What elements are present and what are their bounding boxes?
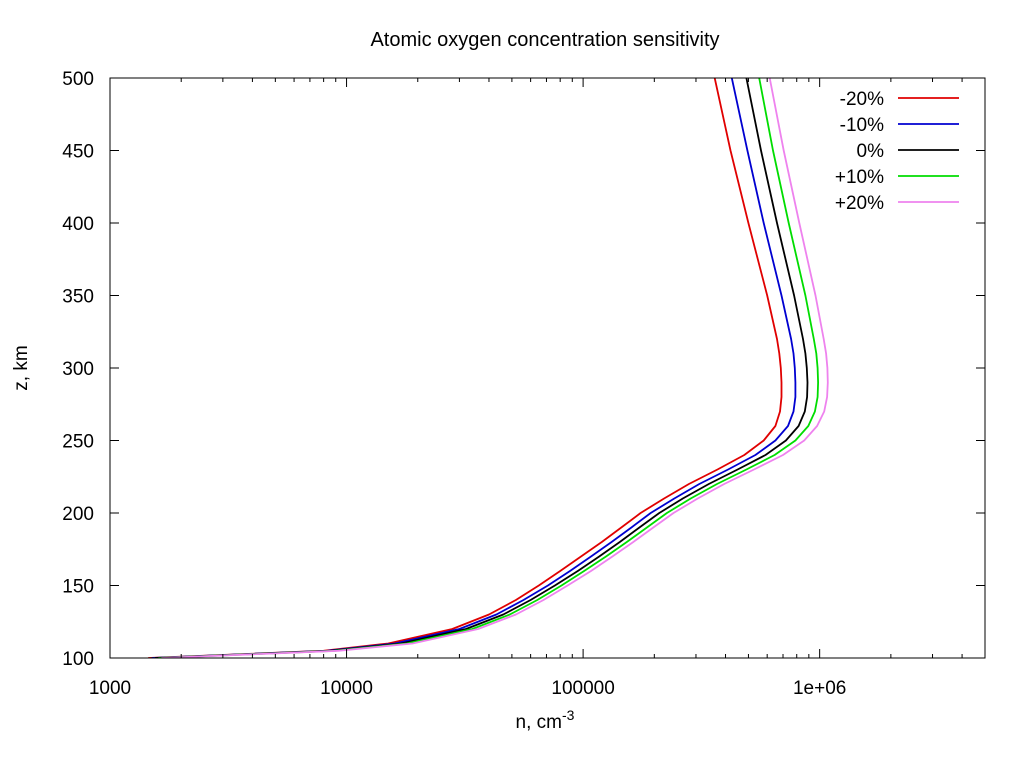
series-line-0: [148, 78, 783, 658]
series-line-1: [151, 78, 797, 658]
y-tick-label: 250: [62, 432, 94, 453]
x-axis-label: n, cm-3: [516, 707, 575, 733]
y-tick-label: 500: [62, 69, 94, 90]
legend-label: +10%: [835, 167, 884, 188]
x-axis-label-superscript: -3: [562, 707, 575, 723]
x-tick-label: 1000: [89, 678, 131, 699]
ticks-layer: [109, 77, 986, 659]
y-tick-label: 300: [62, 359, 94, 380]
legend: -20% -10% 0% +10% +20%: [835, 89, 959, 214]
legend-label: -10%: [840, 115, 884, 136]
y-tick-label: 450: [62, 142, 94, 163]
series-line-2: [154, 78, 809, 658]
legend-label: 0%: [857, 141, 885, 162]
legend-label: +20%: [835, 193, 884, 214]
y-tick-label: 350: [62, 287, 94, 308]
chart-title: Atomic oxygen concentration sensitivity: [370, 29, 719, 51]
series-line-3: [158, 78, 819, 658]
series-line-4: [161, 78, 829, 658]
series-layer: [148, 78, 829, 658]
plot-frame: [109, 77, 986, 659]
y-tick-label: 150: [62, 577, 94, 598]
tick-labels-layer: 1000 10000 100000 1e+06 100 150 200 250 300 350 40…: [62, 69, 846, 699]
x-tick-label: 10000: [320, 678, 373, 699]
x-tick-label: 1e+06: [793, 678, 846, 699]
y-axis-label: z, km: [11, 345, 32, 390]
y-tick-label: 200: [62, 504, 94, 525]
y-tick-label: 400: [62, 214, 94, 235]
legend-label: -20%: [840, 89, 884, 110]
y-tick-label: 100: [62, 649, 94, 670]
x-tick-label: 100000: [551, 678, 614, 699]
x-axis-label-text: n, cm: [516, 712, 562, 733]
